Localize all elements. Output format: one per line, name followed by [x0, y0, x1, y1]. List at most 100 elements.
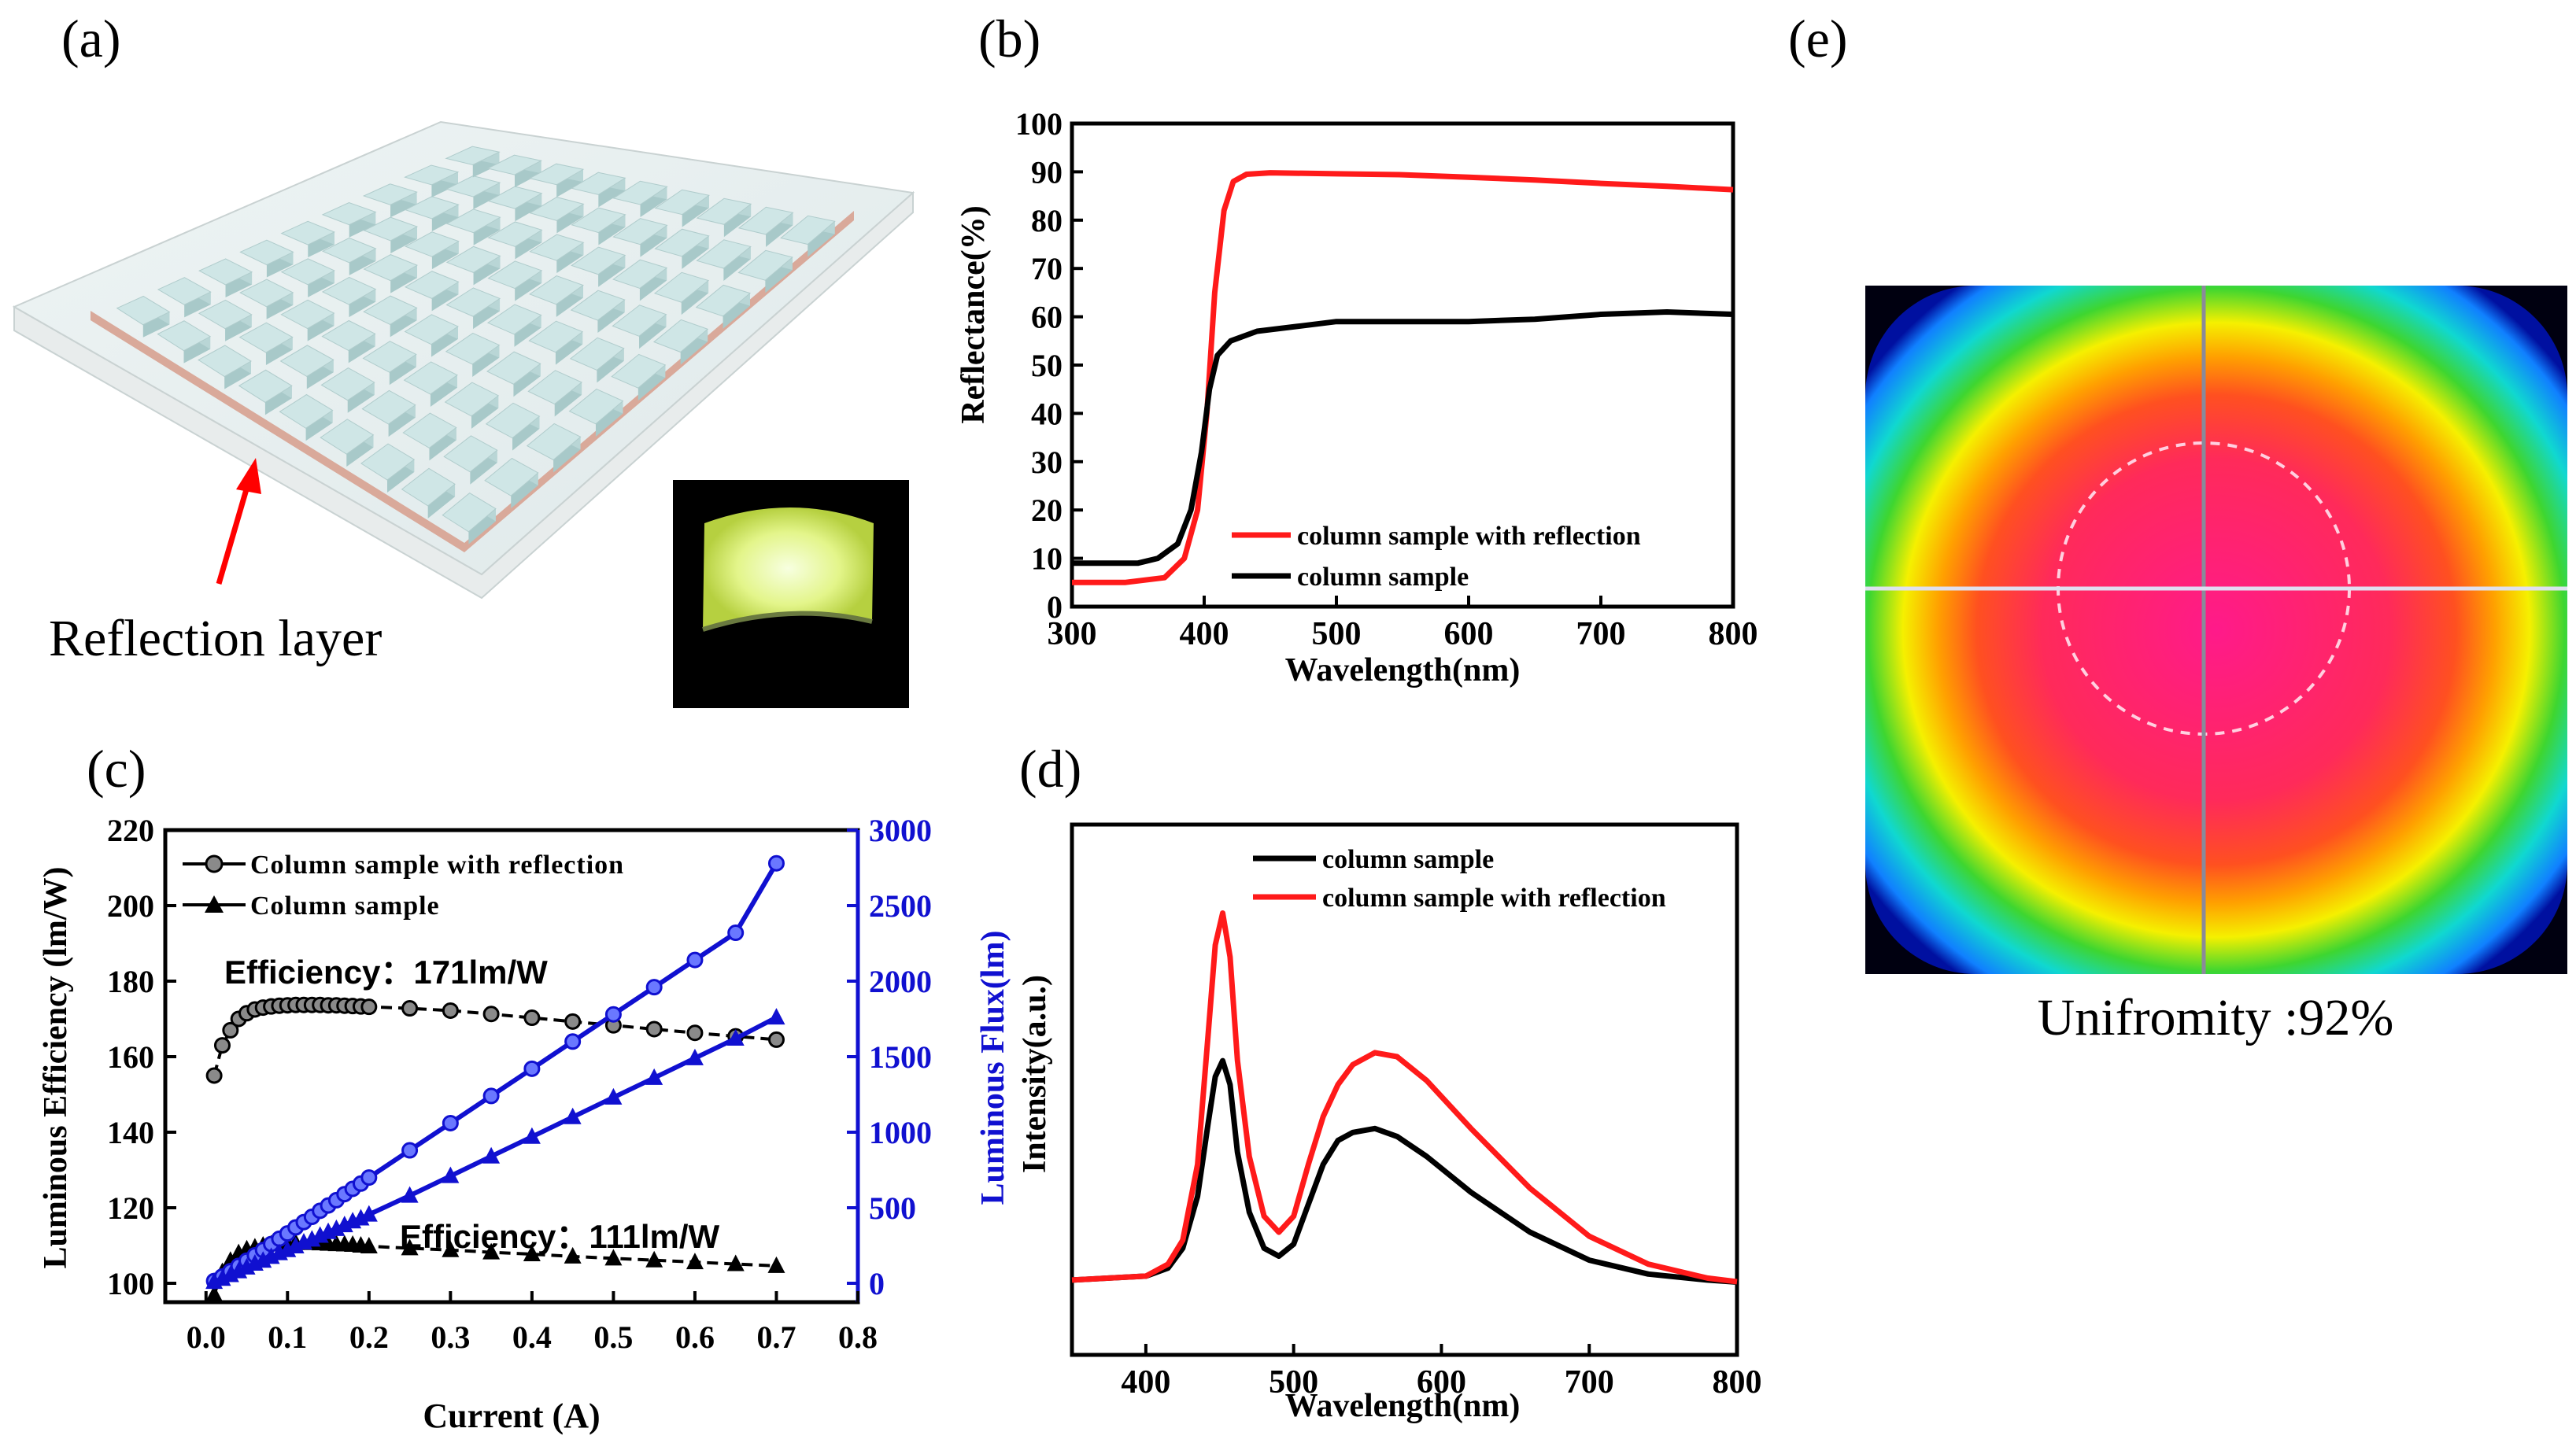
column-top: [487, 260, 543, 290]
y-tick-label: 50: [1031, 348, 1063, 383]
x-tick-label: 0.3: [431, 1319, 470, 1355]
axis-ticks: 0.0 0.1 0.2 0.3 0.4 0.5 0.6 0.7 0.8 100 120 140 160 1…: [107, 813, 932, 1355]
x-tick-label: 0.5: [593, 1319, 633, 1355]
data-point-1: [604, 1249, 623, 1266]
column-top: [321, 237, 377, 264]
column-top: [528, 163, 585, 186]
data-point-0: [645, 1020, 663, 1038]
column-top: [569, 337, 625, 371]
y-tick-label-left: 140: [107, 1115, 154, 1150]
data-point-0: [401, 1000, 419, 1017]
y-tick-label-left: 200: [107, 888, 154, 924]
column-top: [239, 279, 294, 308]
column-top: [653, 271, 710, 303]
column-top: [280, 258, 335, 286]
x-tick-label: 400: [1121, 1364, 1170, 1401]
data-point-3: [523, 1127, 541, 1144]
data-point-0: [442, 1002, 459, 1019]
panel-label-d: (d): [1019, 739, 1081, 799]
y-tick-label-right: 500: [869, 1190, 916, 1226]
column-top: [486, 351, 541, 385]
y-tick-label-right: 2000: [869, 964, 932, 999]
data-point-2: [727, 924, 745, 942]
column-top: [402, 412, 457, 449]
x-axis-title: Wavelength(nm): [1285, 652, 1521, 688]
column-top: [279, 345, 334, 377]
y-tick-label-right: 3000: [869, 813, 932, 848]
reflection-layer-label: Reflection layer: [49, 610, 382, 667]
data-point-2: [686, 951, 704, 969]
axis-ticks: 300 400 500 600 700 800 0 10 20 30 40 50 60 70 80 90 100: [1015, 106, 1758, 652]
column-top: [528, 320, 584, 353]
column-top: [320, 419, 375, 455]
column-top: [445, 146, 501, 166]
column-top: [654, 189, 711, 216]
data-point-2: [645, 979, 663, 996]
column-top: [157, 277, 212, 305]
data-point-0: [213, 1037, 231, 1054]
data-point-2: [767, 854, 785, 872]
data-point-2: [401, 1142, 419, 1159]
panel-b-reflectance-chart: (b) 300 400 500 600 700 800 0 10 20 30 40 50 60 70 80 9…: [955, 9, 1758, 688]
panel-a: (a) Reflection layer: [12, 9, 915, 708]
x-tick-label: 700: [1565, 1364, 1614, 1401]
legend: Column sample with reflection Column sam…: [183, 851, 623, 921]
data-point-2: [523, 1060, 541, 1077]
data-series: [205, 854, 785, 1302]
column-top: [526, 423, 582, 461]
legend-label-column: column sample: [1297, 563, 1469, 592]
column-top: [527, 370, 583, 405]
y-tick-label: 20: [1031, 493, 1063, 528]
data-point-0: [205, 1067, 223, 1084]
x-tick-label: 300: [1048, 616, 1097, 652]
series-line-column-sample: [1071, 1057, 1738, 1285]
legend-label-reflection: column sample with reflection: [1297, 522, 1641, 551]
x-tick-label: 0.7: [756, 1319, 796, 1355]
data-point-2: [604, 1006, 622, 1023]
y-tick-label: 60: [1031, 300, 1063, 335]
column-top: [360, 443, 416, 481]
column-top: [404, 164, 460, 186]
legend: column sample column sample with reflect…: [1253, 845, 1666, 913]
glowing-flexible-sample: [703, 507, 874, 629]
x-tick-label: 0.1: [268, 1319, 307, 1355]
y-axis-title-left: Luminous Efficiency (lm/W): [38, 867, 74, 1269]
column-top: [363, 216, 419, 242]
x-axis-title: Wavelength(nm): [1285, 1388, 1521, 1424]
data-point-2: [564, 1033, 582, 1050]
data-point-0: [686, 1024, 704, 1042]
y-axis-title: Intensity(a.u.): [1017, 975, 1053, 1173]
column-top: [198, 345, 252, 378]
y-tick-label: 0: [1047, 589, 1063, 625]
y-tick-label-left: 100: [107, 1266, 154, 1301]
column-array: [116, 146, 836, 544]
y-tick-label: 40: [1031, 396, 1063, 431]
heatmap-image: [1865, 286, 2567, 974]
column-top: [487, 221, 543, 247]
column-top: [401, 467, 456, 507]
column-top: [198, 258, 253, 286]
column-top: [445, 209, 501, 234]
column-top: [737, 206, 794, 235]
series-line-column-sample: [1072, 309, 1734, 566]
data-point-1: [360, 1236, 378, 1253]
column-top: [239, 239, 294, 266]
column-top: [571, 246, 626, 275]
column-top: [737, 249, 793, 281]
column-top: [363, 295, 418, 325]
y-tick-label-right: 1500: [869, 1039, 932, 1075]
data-point-1: [686, 1253, 704, 1270]
panel-label-e: (e): [1788, 9, 1847, 68]
column-top: [279, 393, 334, 429]
x-tick-label: 0.0: [187, 1319, 226, 1355]
y-tick-label: 30: [1031, 445, 1063, 480]
data-point-0: [564, 1013, 582, 1030]
data-point-3: [604, 1087, 623, 1105]
y-tick-label-right: 0: [869, 1266, 885, 1301]
column-top: [695, 284, 752, 317]
column-top: [404, 196, 460, 220]
x-tick-label: 0.6: [675, 1319, 715, 1355]
data-point-3: [360, 1205, 378, 1222]
column-top: [529, 197, 585, 221]
data-point-2: [482, 1087, 500, 1105]
